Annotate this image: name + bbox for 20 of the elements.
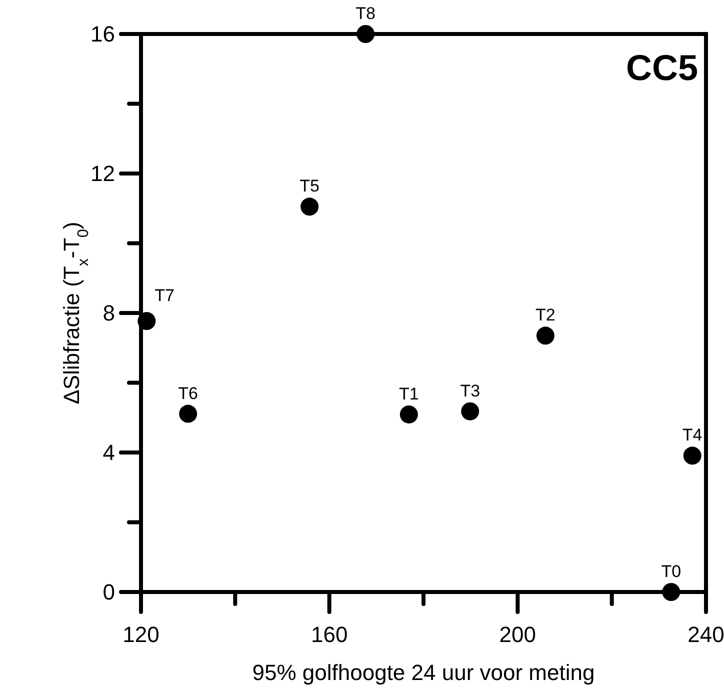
y-tick-label: 12 [90,161,115,186]
x-tick-label: 160 [310,622,348,647]
annotation: T3 [460,381,480,400]
x-tick-label: 200 [499,622,536,647]
annotation: T1 [398,384,419,404]
annotation: T7 [154,286,174,306]
x-axis-title: 95% golfhoogte 24 uur voor meting [252,660,595,685]
y-tick-label: 4 [102,440,115,466]
y-tick-label: 8 [102,300,115,326]
annotation: T0 [661,562,682,581]
y-tick-label: 16 [90,22,115,47]
annotation: T2 [536,306,556,325]
x-tick-label: 240 [688,622,724,647]
annotation: T4 [682,426,702,445]
y-tick-label: 0 [102,580,115,605]
x-tick-label: 120 [122,622,160,647]
annotation: CC5 [626,47,698,88]
annotation: T8 [356,4,376,23]
annotation: T6 [178,384,198,403]
annotation: T5 [300,176,320,196]
